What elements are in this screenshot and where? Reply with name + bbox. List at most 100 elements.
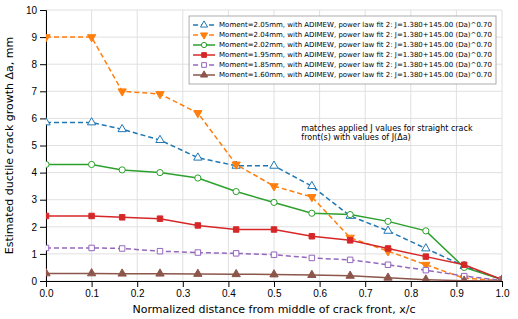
x-axis-title: Normalized distance from middle of crack… (133, 303, 416, 316)
series-point (346, 271, 354, 278)
x-tick-mark (274, 281, 275, 287)
x-tick-mark (411, 281, 412, 287)
legend-marker (201, 42, 206, 47)
legend-marker (202, 63, 207, 68)
y-axis-title: Estimated ductile crack growth Δa, mm (3, 37, 16, 254)
series-point (270, 184, 278, 191)
series-point (346, 235, 354, 242)
series-point (156, 135, 164, 142)
x-tick-mark (320, 281, 321, 287)
series-point (309, 255, 314, 260)
legend-label: Moment=1.95mm, with ADIMEW, power law fi… (219, 51, 492, 59)
series-layer (46, 35, 502, 281)
series-point (384, 226, 392, 233)
series-point (157, 248, 162, 253)
y-axis: 012345678910 (26, 5, 47, 287)
series-point (346, 211, 354, 218)
x-tick-mark (183, 281, 184, 287)
series-point (87, 269, 95, 276)
series-point (46, 118, 50, 125)
series-point (309, 234, 314, 239)
x-tick-mark (502, 281, 503, 287)
series-line (46, 248, 502, 281)
series-point (194, 269, 202, 276)
y-tick: 7 (31, 86, 46, 97)
series-point (271, 227, 276, 232)
series-point (46, 245, 49, 250)
annotation: matches applied J values for straight cr… (301, 124, 473, 142)
x-tick-mark (92, 281, 93, 287)
y-grid-line (46, 91, 502, 92)
y-tick-label: 4 (31, 167, 37, 178)
series-point (423, 267, 428, 272)
series-point (308, 195, 316, 202)
x-tick-label: 0.2 (131, 288, 145, 299)
y-tick: 2 (31, 222, 46, 233)
series-point (422, 275, 430, 281)
x-axis: 0.00.10.20.30.40.50.60.70.80.91.0 (40, 281, 510, 299)
y-tick-mark (40, 200, 46, 201)
series-point (119, 246, 124, 251)
series-point (270, 270, 278, 277)
y-grid-line (46, 10, 502, 11)
series-point (46, 161, 49, 167)
legend-label: Moment=1.60mm, with ADIMEW, power law fi… (219, 71, 492, 79)
series-point (385, 246, 390, 251)
y-tick: 3 (31, 194, 46, 205)
x-tick-mark (137, 281, 138, 287)
y-axis-line (40, 11, 47, 282)
y-tick-mark (40, 37, 46, 38)
x-tick-label: 0.6 (313, 288, 327, 299)
y-grid-line (46, 172, 502, 173)
series-point (118, 124, 126, 131)
legend-item: Moment=2.04mm, with ADIMEW, power law fi… (193, 31, 492, 39)
y-tick-label: 5 (31, 140, 37, 151)
legend-label: Moment=1.85mm, with ADIMEW, power law fi… (219, 61, 492, 69)
y-tick-mark (40, 254, 46, 255)
y-tick-label: 0 (31, 276, 37, 287)
series-point (347, 238, 352, 243)
series-point (461, 262, 466, 267)
series-point (460, 276, 468, 281)
series-point (233, 251, 238, 256)
series (46, 269, 502, 281)
legend-label: Moment=2.04mm, with ADIMEW, power law fi… (219, 31, 492, 39)
series-point (271, 252, 276, 257)
y-tick-mark (40, 281, 46, 282)
series-point (195, 223, 200, 228)
x-axis-line (47, 282, 503, 288)
series-line (46, 216, 502, 280)
x-tick-label: 0.5 (268, 288, 282, 299)
series-point (498, 276, 502, 281)
x-tick-mark (228, 281, 229, 287)
series-point (347, 257, 352, 262)
legend-marker (200, 33, 207, 39)
y-tick-label: 2 (31, 222, 37, 233)
y-tick-mark (40, 10, 46, 11)
y-tick: 4 (31, 167, 46, 178)
annotation-line: matches applied J values for straight cr… (301, 124, 473, 133)
legend-marker (202, 53, 207, 58)
series-point (46, 35, 50, 42)
x-tick: 0.1 (85, 281, 99, 299)
series-point (460, 261, 468, 268)
y-tick-mark (40, 146, 46, 147)
x-tick-label: 0.3 (176, 288, 190, 299)
x-tick: 0.0 (40, 281, 54, 299)
x-tick: 0.9 (450, 281, 464, 299)
x-tick: 0.5 (268, 281, 282, 299)
series-point (89, 213, 94, 218)
y-tick: 8 (31, 59, 46, 70)
x-tick-label: 1.0 (496, 288, 510, 299)
x-tick-label: 0.9 (450, 288, 464, 299)
series-point (156, 269, 164, 276)
plot: 0.00.10.20.30.40.50.60.70.80.91.00123456… (3, 5, 510, 316)
y-tick: 9 (31, 32, 46, 43)
y-tick-label: 9 (31, 32, 37, 43)
x-tick-label: 0.4 (222, 288, 236, 299)
legend-label: Moment=2.05mm, with ADIMEW, power law fi… (219, 21, 492, 29)
series-point (271, 199, 277, 205)
series-point (118, 269, 126, 276)
series (46, 161, 502, 281)
series-point (347, 212, 353, 218)
